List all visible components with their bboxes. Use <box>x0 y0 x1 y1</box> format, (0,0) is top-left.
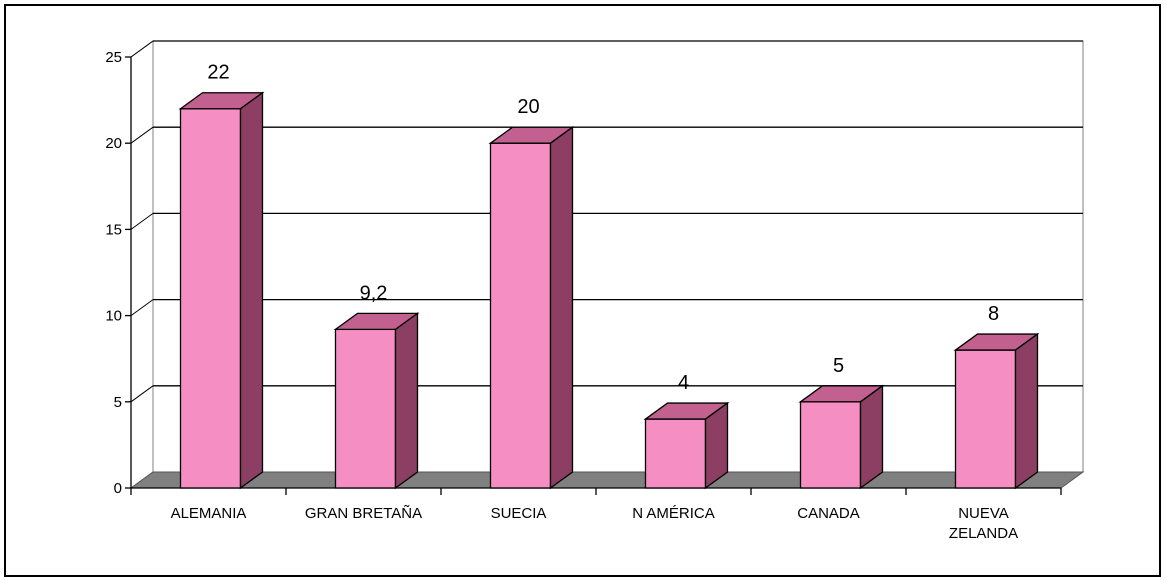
y-tick-label: 20 <box>105 135 122 152</box>
data-label: 20 <box>517 96 539 118</box>
y-tick-label: 25 <box>105 49 122 66</box>
bar-front <box>336 329 396 488</box>
x-tick-label: SUECIA <box>491 505 547 522</box>
x-tick-label: NUEVA ZELANDA <box>949 505 1018 542</box>
data-label: 9,2 <box>360 282 388 304</box>
data-label: 5 <box>833 355 844 377</box>
bar-front <box>491 143 551 488</box>
x-tick-label-line: N AMÉRICA <box>632 505 715 522</box>
x-tick-label: CANADA <box>797 505 860 522</box>
bar-side <box>241 93 263 488</box>
y-tick-label: 15 <box>105 221 122 238</box>
y-tick-label: 0 <box>114 480 122 497</box>
x-tick-label: N AMÉRICA <box>632 505 715 522</box>
x-tick-label-line: ALEMANIA <box>171 505 247 522</box>
x-tick-label: GRAN BRETAÑA <box>305 505 422 522</box>
side-wall <box>131 41 153 488</box>
chart-floor <box>131 472 1083 488</box>
y-tick-label: 10 <box>105 308 122 325</box>
x-tick-label-line: SUECIA <box>491 505 547 522</box>
bar-chart: 0 5 10 15 20 25 ALEMANIA GRAN BRETAÑA SUECIA N AM… <box>6 6 1163 579</box>
data-label: 4 <box>678 372 689 394</box>
x-tick-label-line: ZELANDA <box>949 525 1018 542</box>
data-label: 22 <box>207 62 229 84</box>
bar-side <box>396 313 418 488</box>
bar-side <box>551 127 573 488</box>
chart-frame: 0 5 10 15 20 25 ALEMANIA GRAN BRETAÑA SUECIA N AM… <box>4 4 1161 577</box>
bar-front <box>801 402 861 488</box>
x-tick-label-line: NUEVA <box>958 505 1009 522</box>
bar-front <box>956 350 1016 488</box>
x-tick-label-line: GRAN BRETAÑA <box>305 505 422 522</box>
bar-front <box>646 419 706 488</box>
data-label: 8 <box>988 303 999 325</box>
bar-side <box>861 386 883 488</box>
bar-side <box>1016 334 1038 488</box>
back-wall <box>153 41 1083 472</box>
y-tick-label: 5 <box>114 394 122 411</box>
x-tick-label-line: CANADA <box>797 505 860 522</box>
x-tick-label: ALEMANIA <box>171 505 247 522</box>
bar-front <box>181 109 241 488</box>
